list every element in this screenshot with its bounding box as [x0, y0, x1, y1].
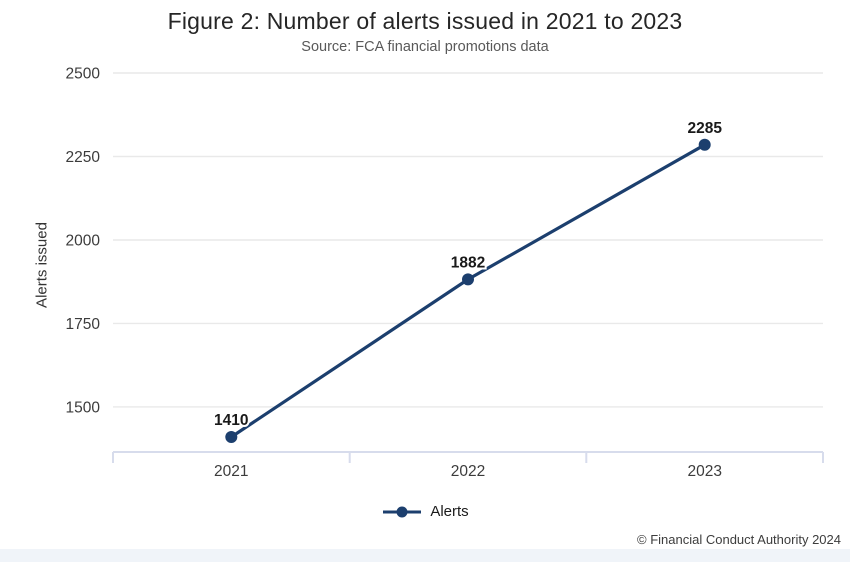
chart-title: Figure 2: Number of alerts issued in 202…	[167, 8, 683, 34]
series-line	[229, 143, 707, 439]
legend-marker-icon	[383, 506, 422, 517]
x-tick-label: 2023	[687, 463, 721, 480]
data-point	[698, 138, 711, 151]
data-point-label: 1882	[451, 254, 485, 271]
x-tick-label: 2022	[451, 463, 485, 480]
data-point-label: 1410	[214, 412, 248, 429]
y-tick-label: 2250	[66, 149, 101, 166]
y-tick-label: 2500	[66, 66, 101, 83]
y-tick-label: 1500	[66, 399, 101, 416]
data-point	[462, 273, 474, 286]
chart-subtitle: Source: FCA financial promotions data	[301, 39, 549, 55]
legend-series-label: Alerts	[430, 503, 469, 520]
y-tick-label: 1750	[66, 316, 101, 333]
y-tick-label: 2000	[66, 233, 101, 250]
x-tick-label: 2021	[214, 463, 248, 480]
copyright-notice: © Financial Conduct Authority 2024	[637, 532, 841, 547]
legend: Alerts	[0, 503, 850, 520]
bottom-accent-strip	[0, 549, 850, 562]
data-point	[225, 431, 238, 443]
data-point-label: 2285	[687, 120, 722, 137]
